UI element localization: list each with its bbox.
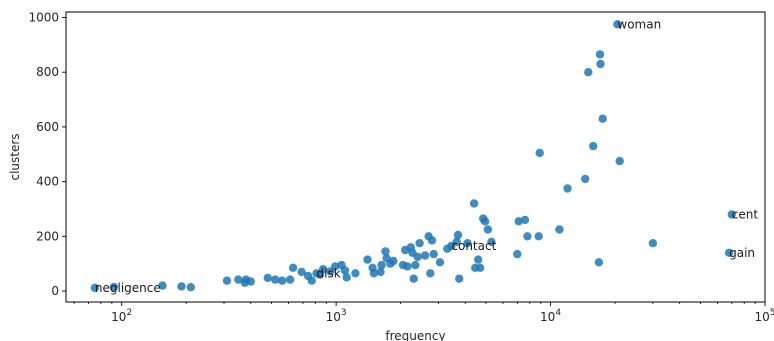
data-point — [429, 249, 438, 259]
point-annotation: contact — [451, 239, 496, 253]
data-point — [523, 232, 532, 241]
data-point — [514, 217, 523, 226]
data-point — [535, 148, 544, 158]
data-point — [409, 274, 418, 283]
y-tick-label: 0 — [51, 284, 59, 298]
y-tick-label: 200 — [36, 229, 59, 243]
x-axis-ticks: 102 103 104 105 — [73, 302, 774, 324]
data-point — [455, 274, 464, 283]
data-point — [596, 59, 605, 69]
data-point — [453, 230, 463, 240]
data-point — [285, 275, 295, 284]
data-point — [598, 114, 607, 123]
data-point — [342, 273, 351, 282]
data-point — [234, 275, 243, 284]
data-point — [186, 283, 195, 292]
data-point — [613, 20, 622, 29]
data-point — [427, 236, 437, 245]
x-axis-label: frequency — [385, 329, 445, 341]
data-point — [474, 255, 483, 264]
point-annotation: negligence — [95, 281, 161, 295]
points-layer — [90, 20, 736, 292]
data-point — [376, 267, 385, 277]
data-point — [594, 258, 604, 267]
data-point — [351, 269, 360, 278]
y-tick-label: 800 — [36, 65, 59, 79]
data-point — [369, 269, 379, 278]
data-point — [271, 275, 280, 284]
data-point — [648, 239, 658, 248]
data-point — [177, 282, 186, 291]
data-point — [483, 225, 493, 234]
data-point — [595, 50, 605, 59]
y-tick-label: 600 — [36, 120, 59, 134]
data-point — [389, 256, 398, 266]
data-point — [435, 258, 445, 267]
x-tick-label: 103 — [326, 308, 347, 324]
data-point — [263, 273, 272, 283]
data-point — [513, 249, 522, 259]
data-point — [277, 276, 287, 285]
point-annotation: disk — [317, 266, 341, 280]
data-point — [411, 260, 420, 270]
data-point — [403, 262, 412, 271]
data-point — [563, 184, 572, 193]
data-point — [463, 239, 472, 248]
y-axis-ticks: 0 200 400 600 800 1000 — [28, 10, 66, 298]
data-point — [426, 269, 435, 278]
data-point — [581, 174, 590, 184]
data-point — [476, 263, 485, 272]
data-point — [307, 276, 316, 285]
point-annotation: gain — [729, 246, 755, 260]
data-point — [420, 251, 430, 260]
data-point — [222, 276, 232, 285]
data-point — [109, 282, 119, 292]
point-annotation: woman — [617, 17, 661, 31]
data-point — [615, 156, 624, 166]
data-point — [318, 265, 328, 274]
y-tick-label: 1000 — [28, 10, 59, 24]
data-point — [288, 263, 298, 272]
data-point — [246, 277, 255, 286]
data-point — [90, 283, 100, 292]
data-point — [413, 252, 422, 262]
data-point — [452, 237, 461, 246]
annotations-layer: woman cent gain contact disk negligence — [95, 17, 759, 295]
data-point — [158, 281, 167, 290]
data-point — [415, 239, 424, 248]
data-point — [724, 248, 734, 257]
data-point — [340, 266, 350, 275]
data-point — [534, 232, 543, 241]
y-axis-label: clusters — [8, 133, 22, 180]
data-point — [377, 260, 386, 270]
data-point — [331, 262, 340, 271]
point-annotation: cent — [732, 208, 759, 222]
data-point — [520, 215, 530, 225]
data-point — [589, 141, 598, 151]
x-tick-label: 104 — [540, 308, 561, 324]
x-tick-label: 102 — [111, 308, 132, 324]
data-point — [363, 255, 372, 264]
data-point — [297, 267, 306, 277]
data-point — [469, 199, 479, 208]
data-point — [480, 217, 490, 226]
plot-frame — [65, 11, 766, 303]
data-point — [555, 225, 564, 234]
x-tick-label: 105 — [754, 308, 774, 324]
data-point — [487, 237, 496, 246]
data-point — [584, 68, 593, 77]
y-tick-label: 400 — [36, 175, 59, 189]
data-point — [381, 247, 390, 256]
data-point — [727, 210, 736, 219]
